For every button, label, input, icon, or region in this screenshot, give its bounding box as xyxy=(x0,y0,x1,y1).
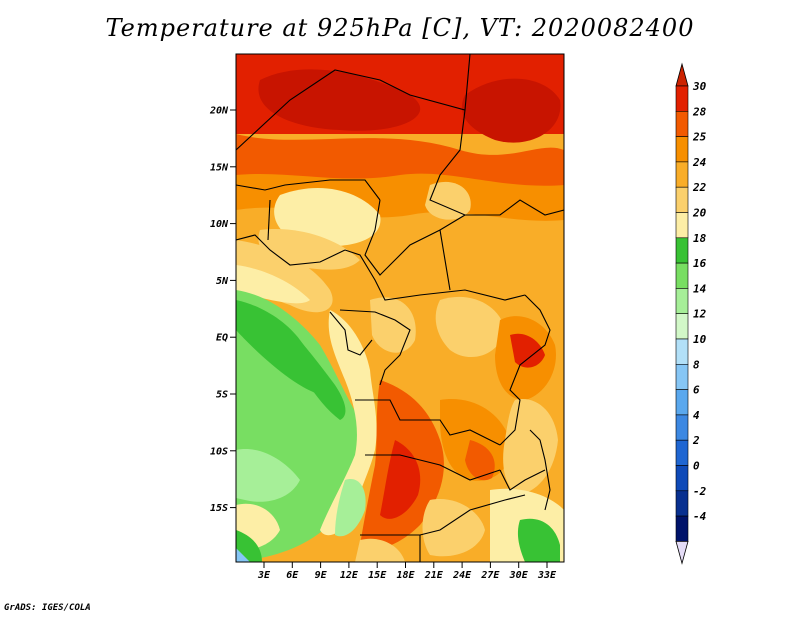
lon-label: 21E xyxy=(424,570,444,581)
colorbar-label: 0 xyxy=(693,460,700,473)
country-borders xyxy=(236,54,564,562)
colorbar-label: 24 xyxy=(692,156,707,169)
colorbar-label: 14 xyxy=(693,282,707,295)
lat-label: 10S xyxy=(210,446,228,457)
colorbar-segment xyxy=(675,515,689,542)
lat-label: 10N xyxy=(210,219,229,230)
colorbar-label: 25 xyxy=(692,131,707,144)
lon-label: 3E xyxy=(257,570,271,581)
lon-label: 30E xyxy=(509,570,529,581)
colorbar-segment xyxy=(675,85,689,112)
colorbar-segment xyxy=(675,490,689,517)
colorbar-segment xyxy=(675,363,689,390)
lat-label: EQ xyxy=(216,333,228,344)
lon-label: 15E xyxy=(368,570,387,581)
colorbar-segment xyxy=(675,313,689,340)
colorbar-segment xyxy=(675,288,689,314)
lon-label: 12E xyxy=(340,570,359,581)
colorbar-label: 12 xyxy=(693,308,707,321)
colorbar-bottom-arrow xyxy=(675,541,689,565)
colorbar-segment xyxy=(675,136,689,163)
colorbar-label: 4 xyxy=(693,409,700,422)
colorbar-label: -4 xyxy=(693,510,707,523)
colorbar-label: -2 xyxy=(693,485,707,498)
map-frame xyxy=(235,53,565,563)
colorbar-label: 20 xyxy=(692,207,707,220)
lat-label: 5S xyxy=(216,390,228,401)
colorbar-label: 16 xyxy=(693,257,707,270)
colorbar-segment xyxy=(675,439,689,466)
lat-label: 20N xyxy=(209,106,229,117)
colorbar-segment xyxy=(675,465,689,492)
longitude-axis: 3E 6E 9E 12E 15E 18E 21E 24E 27E 30E 33E xyxy=(257,562,557,581)
colorbar-label: 6 xyxy=(693,384,700,397)
colorbar-label: 18 xyxy=(693,232,707,245)
colorbar-label: 30 xyxy=(692,80,707,93)
colorbar-label: 8 xyxy=(693,358,700,371)
lon-label: 9E xyxy=(315,570,328,581)
colorbar-segment xyxy=(675,212,689,239)
colorbar-label: 22 xyxy=(692,181,707,194)
colorbar-top-arrow xyxy=(675,62,689,87)
colorbar-segment xyxy=(675,414,689,441)
colorbar-label: 2 xyxy=(692,434,700,447)
temperature-field xyxy=(236,54,564,562)
lon-label: 33E xyxy=(537,570,557,581)
colorbar-segment xyxy=(675,338,689,365)
colorbar-segment xyxy=(675,111,689,137)
plot-title: Temperature at 925hPa [C], VT: 202008240… xyxy=(105,14,695,42)
colorbar-label: 10 xyxy=(693,333,707,346)
lat-label: 5N xyxy=(216,276,229,287)
colorbar-segment xyxy=(675,262,689,289)
lon-label: 24E xyxy=(452,570,472,581)
colorbar-segment xyxy=(675,237,689,264)
colorbar-segment xyxy=(675,161,689,188)
colorbar-segment xyxy=(675,186,689,213)
lon-label: 6E xyxy=(286,570,299,581)
lon-label: 18E xyxy=(396,570,415,581)
lat-label: 15N xyxy=(210,162,229,173)
latitude-axis: 20N 15N 10N 5N EQ 5S 10S 15S xyxy=(209,106,236,514)
colorbar-label: 28 xyxy=(692,105,707,118)
colorbar-segment xyxy=(675,389,689,416)
lat-label: 15S xyxy=(210,503,228,514)
lon-label: 27E xyxy=(480,570,500,581)
credit-label: GrADS: IGES/COLA xyxy=(4,603,91,613)
